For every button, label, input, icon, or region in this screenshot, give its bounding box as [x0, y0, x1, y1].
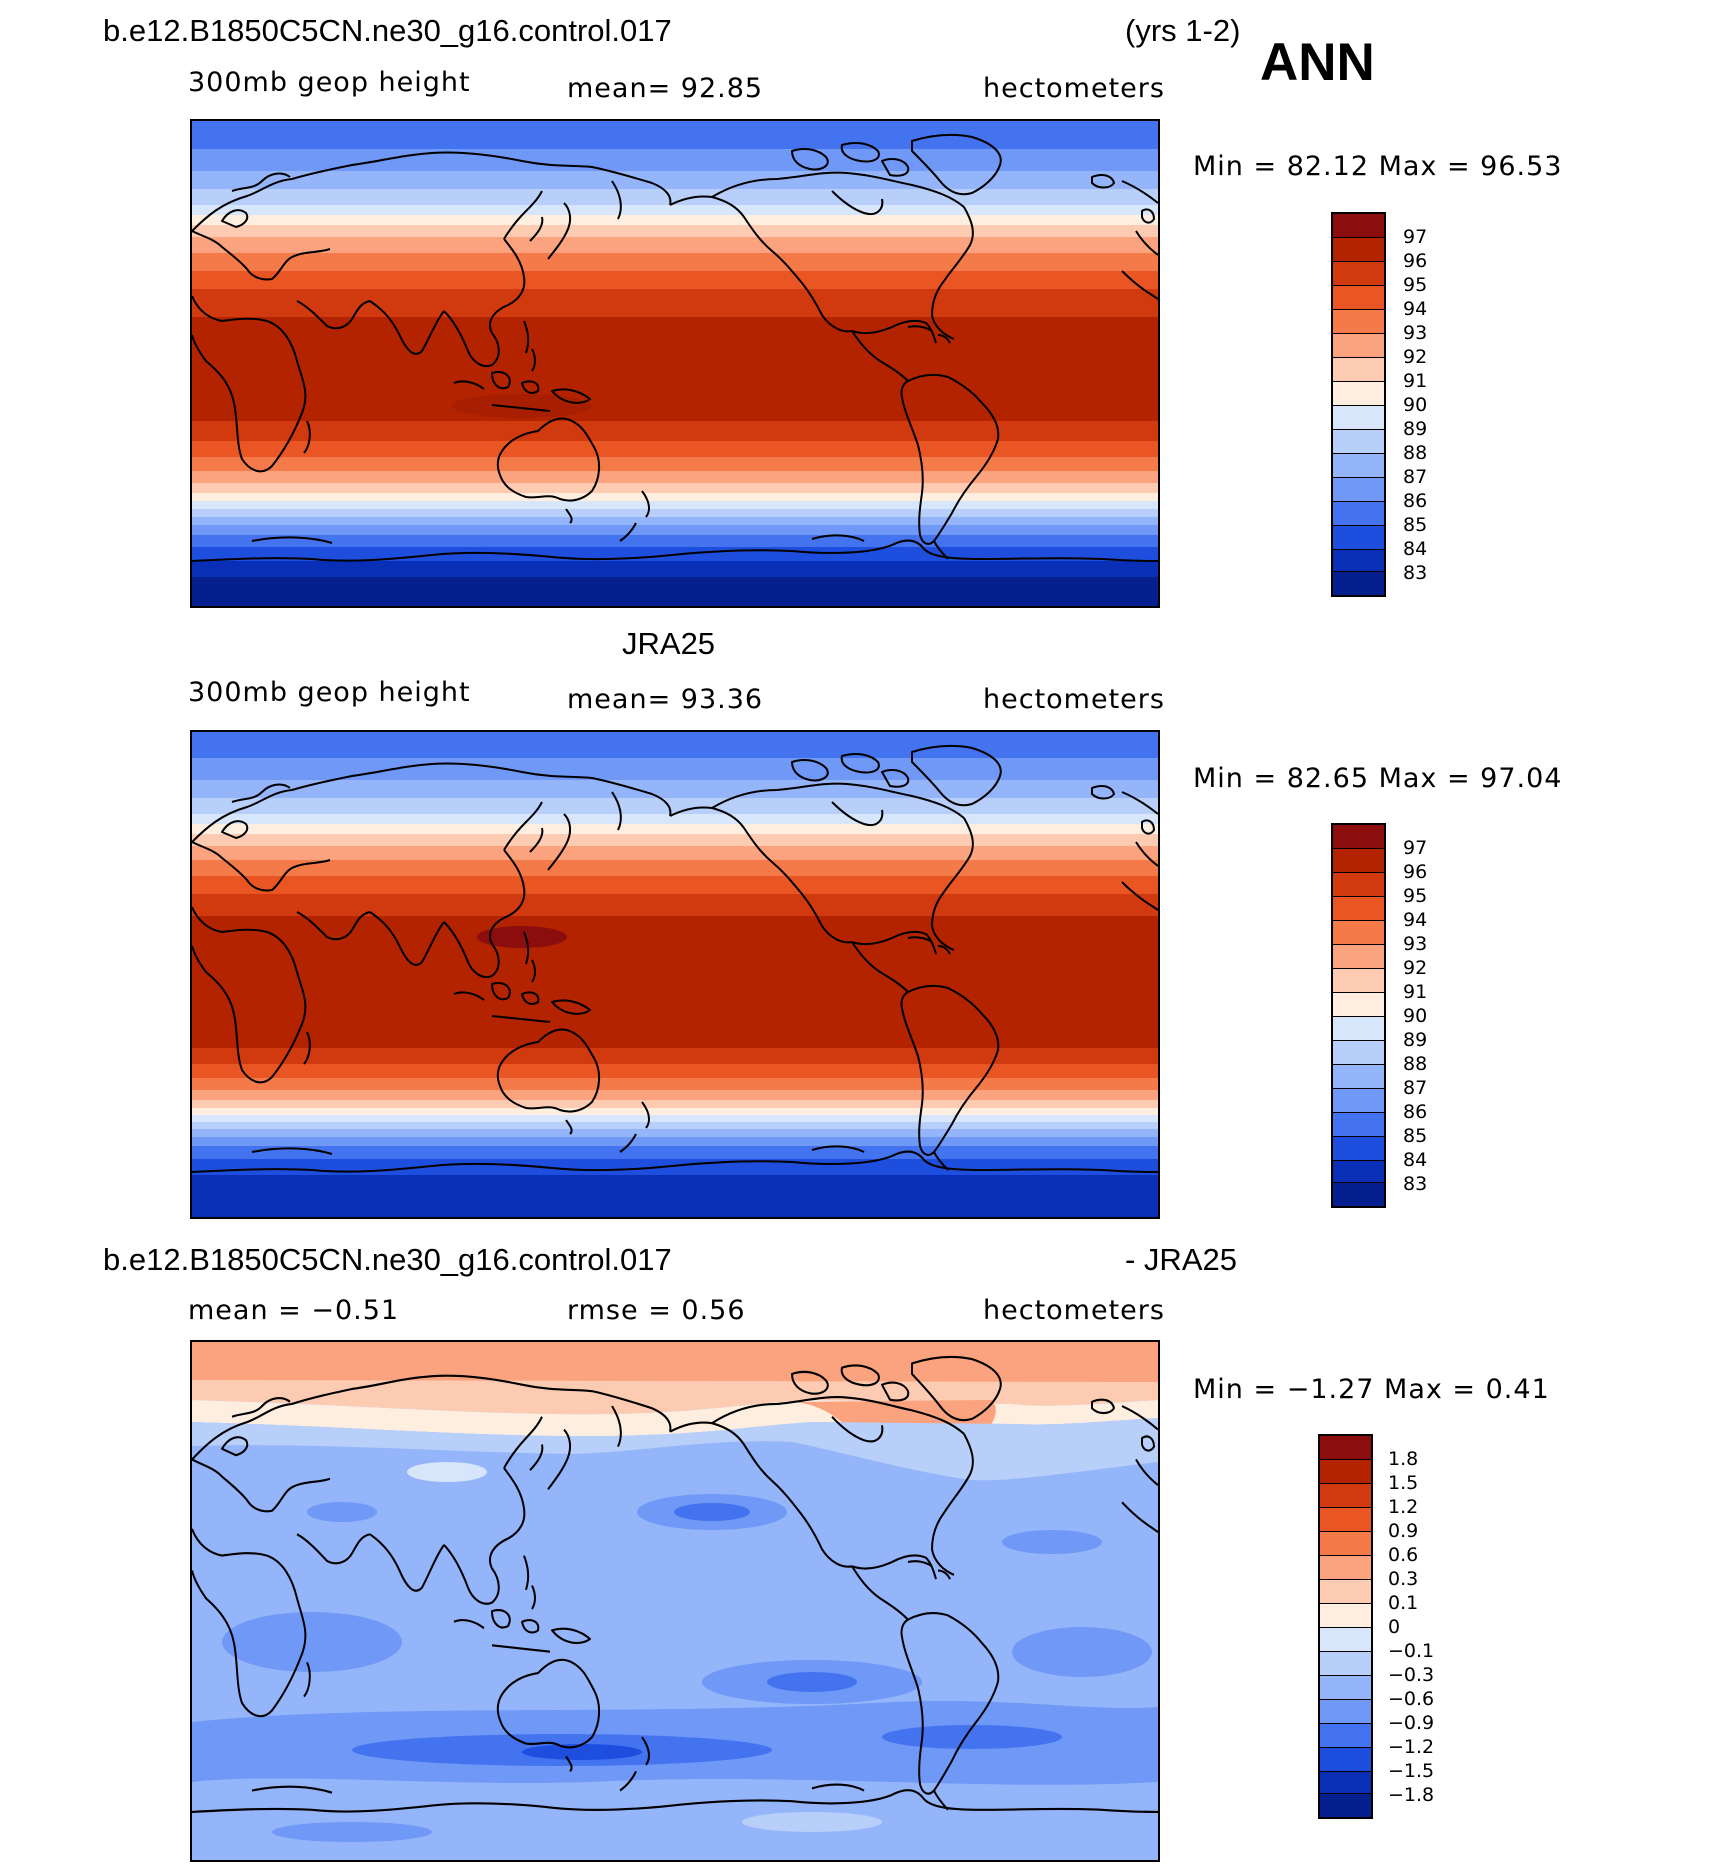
panel1-colorbar: 97 96 95 94 93 92 91 90 89 88 87 86 85 8…: [1331, 212, 1451, 597]
colorbar-label: 97: [1403, 226, 1428, 248]
panel2-map-svg: [192, 732, 1158, 1217]
colorbar-label: 86: [1403, 490, 1428, 512]
colorbar-label: 91: [1403, 370, 1428, 392]
colorbar-label: 94: [1403, 298, 1428, 320]
panel1-map-svg: [192, 121, 1158, 606]
colorbar-label: 1.8: [1388, 1448, 1419, 1470]
panel3-title: b.e12.B1850C5CN.ne30_g16.control.017: [103, 1242, 672, 1277]
panel2-title: JRA25: [622, 626, 716, 661]
colorbar-label: 0: [1388, 1616, 1401, 1638]
colorbar-label: 92: [1403, 346, 1428, 368]
colorbar-label: 88: [1403, 442, 1428, 464]
panel3-colorbar: 1.8 1.5 1.2 0.9 0.6 0.3 0.1 0 −0.1 −0.3 …: [1318, 1434, 1458, 1819]
panel3-map-svg: [192, 1342, 1158, 1860]
panel3-title-right: - JRA25: [1125, 1242, 1237, 1277]
panel2-mean: mean= 93.36: [567, 684, 764, 715]
season-label: ANN: [1260, 33, 1375, 92]
colorbar-label: 87: [1403, 1077, 1428, 1099]
colorbar-label: 83: [1403, 1173, 1428, 1195]
panel1-units: hectometers: [983, 73, 1165, 104]
colorbar-label: 1.2: [1388, 1496, 1419, 1518]
colorbar-label: 87: [1403, 466, 1428, 488]
panel1-variable: 300mb geop height: [188, 67, 471, 98]
colorbar-label: 92: [1403, 957, 1428, 979]
panel3-minmax: Min = −1.27 Max = 0.41: [1193, 1374, 1550, 1405]
panel3-colorbar-frame: [1318, 1434, 1373, 1819]
panel2-colorbar: 97 96 95 94 93 92 91 90 89 88 87 86 85 8…: [1331, 823, 1451, 1208]
colorbar-label: −0.9: [1388, 1712, 1435, 1734]
panel2-minmax: Min = 82.65 Max = 97.04: [1193, 763, 1563, 794]
colorbar-label: 94: [1403, 909, 1428, 931]
colorbar-label: 89: [1403, 418, 1428, 440]
colorbar-label: 84: [1403, 1149, 1428, 1171]
colorbar-label: 86: [1403, 1101, 1428, 1123]
colorbar-label: 89: [1403, 1029, 1428, 1051]
colorbar-label: 1.5: [1388, 1472, 1419, 1494]
panel3-mean: mean = −0.51: [188, 1295, 400, 1326]
colorbar-label: 96: [1403, 861, 1428, 883]
colorbar-label: −1.8: [1388, 1784, 1435, 1806]
colorbar-label: 95: [1403, 274, 1428, 296]
panel1-minmax: Min = 82.12 Max = 96.53: [1193, 151, 1563, 182]
colorbar-label: 0.6: [1388, 1544, 1419, 1566]
colorbar-label: 0.1: [1388, 1592, 1419, 1614]
panel2-colorbar-frame: [1331, 823, 1386, 1208]
colorbar-label: −0.6: [1388, 1688, 1435, 1710]
colorbar-label: 90: [1403, 1005, 1428, 1027]
colorbar-label: 96: [1403, 250, 1428, 272]
panel1-mean: mean= 92.85: [567, 73, 764, 104]
panel2-bands: [192, 732, 1158, 1217]
colorbar-label: −1.2: [1388, 1736, 1435, 1758]
colorbar-label: 90: [1403, 394, 1428, 416]
panel1-colorbar-frame: [1331, 212, 1386, 597]
panel3-fields: [192, 1342, 1158, 1860]
panel1-map: [190, 119, 1160, 608]
colorbar-label: 85: [1403, 514, 1428, 536]
panel1-bands: [192, 121, 1158, 606]
panel2-units: hectometers: [983, 684, 1165, 715]
panel3-units: hectometers: [983, 1295, 1165, 1326]
panel2-variable: 300mb geop height: [188, 677, 471, 708]
colorbar-label: 97: [1403, 837, 1428, 859]
colorbar-label: 0.9: [1388, 1520, 1419, 1542]
panel3-map: [190, 1340, 1160, 1862]
colorbar-label: 95: [1403, 885, 1428, 907]
colorbar-label: −0.3: [1388, 1664, 1435, 1686]
colorbar-label: 88: [1403, 1053, 1428, 1075]
colorbar-label: −1.5: [1388, 1760, 1435, 1782]
colorbar-label: 85: [1403, 1125, 1428, 1147]
panel3-rmse: rmse = 0.56: [567, 1295, 746, 1326]
colorbar-label: 93: [1403, 933, 1428, 955]
case-title: b.e12.B1850C5CN.ne30_g16.control.017: [103, 13, 672, 48]
colorbar-label: 91: [1403, 981, 1428, 1003]
colorbar-label: 83: [1403, 562, 1428, 584]
panel2-map: [190, 730, 1160, 1219]
colorbar-label: 0.3: [1388, 1568, 1419, 1590]
colorbar-label: −0.1: [1388, 1640, 1435, 1662]
colorbar-label: 93: [1403, 322, 1428, 344]
colorbar-label: 84: [1403, 538, 1428, 560]
years-label: (yrs 1-2): [1125, 13, 1241, 48]
